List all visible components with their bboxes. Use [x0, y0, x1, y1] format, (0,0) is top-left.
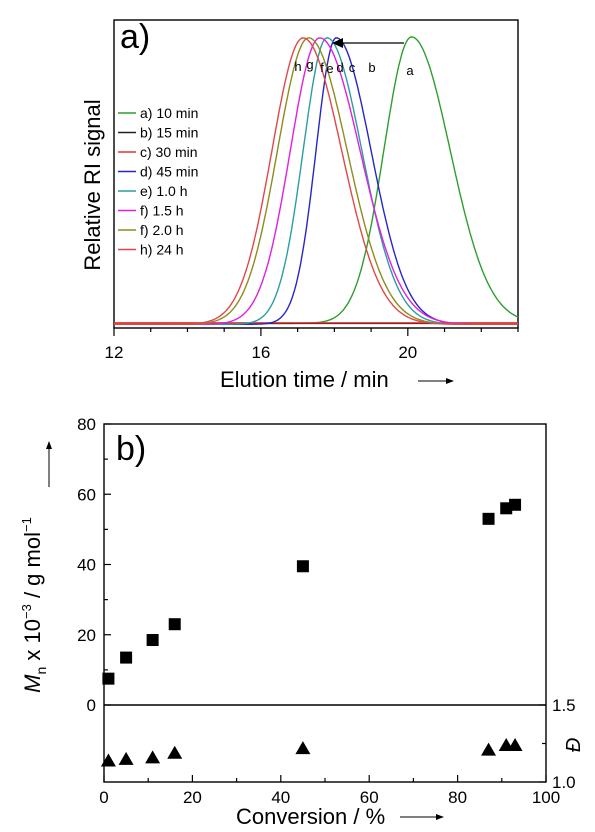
curve-h: [114, 37, 518, 325]
peak-label-c: c: [349, 60, 356, 75]
dispersity-point: [507, 738, 523, 752]
x-tick-label: 40: [271, 788, 290, 807]
y-tick-label: 60: [77, 485, 96, 504]
x-tick-label: 20: [398, 343, 417, 362]
x-tick-label: 20: [183, 788, 202, 807]
direction-arrow: [332, 38, 404, 48]
panel-a-legend: a) 10 min b) 15 min c) 30 min d) 45 min e) 1…: [118, 105, 198, 258]
panel-a-y-axis-label: Relative RI signal: [80, 99, 105, 270]
curve-a: [114, 36, 519, 325]
y-tick-label: 80: [77, 415, 96, 434]
peak-label-f: f: [320, 60, 324, 75]
panel-a-x-label-arrow: [418, 378, 454, 384]
legend-entry-d: d) 45 min: [140, 164, 198, 180]
legend-entry-c: c) 30 min: [140, 144, 198, 160]
dispersity-point: [167, 745, 183, 759]
y-tick-label: 40: [77, 556, 96, 575]
mn-rest: x 10: [20, 619, 45, 667]
peak-label-g: g: [306, 57, 313, 72]
dispersity-point: [295, 741, 311, 755]
x-tick-label: 12: [105, 343, 124, 362]
legend-entry-f: f) 1.5 h: [140, 203, 184, 219]
panel-b-x-ticks: 0 20 40 60 80 100: [99, 775, 560, 807]
dispersity-point: [100, 753, 116, 767]
peak-label-d: d: [336, 60, 343, 75]
legend-entry-a: a) 10 min: [140, 105, 198, 121]
mn-point: [120, 651, 133, 664]
right-tick-label: 1.0: [552, 773, 576, 792]
panel-b-right-y-ticks: 1.0 1.5: [539, 696, 576, 792]
x-tick-label: 16: [251, 343, 270, 362]
mn-point: [168, 618, 181, 631]
panel-b-dispersity-points: [100, 738, 523, 767]
peak-label-b: b: [368, 60, 375, 75]
mn-point: [509, 498, 522, 511]
mn-point: [102, 672, 115, 685]
dispersity-point: [118, 751, 134, 765]
panel-b-mn-points: [102, 498, 522, 685]
x-tick-label: 80: [448, 788, 467, 807]
panel-a-x-ticks: 12 16 20: [105, 328, 519, 362]
x-tick-label: 60: [360, 788, 379, 807]
legend-entry-b: b) 15 min: [140, 125, 198, 141]
panel-a-curves: [114, 36, 519, 325]
panel-b-y-label-arrow: [46, 441, 52, 487]
panel-a-plot-frame: [113, 19, 519, 329]
panel-b: b) 0 20 40 60 80 0 20 40 60 80 100 1.0 1.5 Mn x 10…: [19, 415, 585, 829]
peak-label-a: a: [406, 63, 414, 78]
mn-symbol: M: [20, 674, 45, 693]
x-tick-label: 100: [532, 788, 560, 807]
panel-b-x-axis-label: Conversion / %: [236, 804, 385, 829]
mn-subscript: n: [33, 667, 49, 675]
mn-exp1: −3: [19, 604, 34, 619]
dispersity-point: [145, 750, 161, 764]
panel-a-x-axis-label: Elution time / min: [220, 367, 389, 392]
panel-b-plot-frame: [103, 423, 547, 783]
legend-entry-g: f) 2.0 h: [140, 222, 184, 238]
mn-exp2: −1: [19, 517, 34, 532]
mn-point: [482, 512, 495, 525]
panel-b-y-axis-label: Mn x 10−3 / g mol−1: [19, 517, 49, 693]
y-tick-label: 20: [77, 626, 96, 645]
right-tick-label: 1.5: [552, 696, 576, 715]
panel-b-label: b): [116, 430, 146, 468]
x-tick-label: 0: [99, 788, 108, 807]
panel-b-right-axis-label: Đ: [563, 738, 585, 752]
mn-unit: / g mol: [20, 532, 45, 604]
y-tick-label: 0: [87, 696, 96, 715]
legend-entry-h: h) 24 h: [140, 242, 184, 258]
panel-a-label: a): [120, 18, 150, 56]
panel-b-y-ticks: 0 20 40 60 80: [77, 415, 111, 715]
mn-point: [296, 560, 309, 573]
mn-point: [500, 502, 513, 515]
peak-label-e: e: [326, 61, 333, 76]
legend-entry-e: e) 1.0 h: [140, 183, 187, 199]
mn-point: [146, 634, 159, 647]
panel-b-x-label-arrow: [400, 814, 444, 820]
dispersity-point: [481, 742, 497, 756]
peak-label-h: h: [294, 59, 301, 74]
